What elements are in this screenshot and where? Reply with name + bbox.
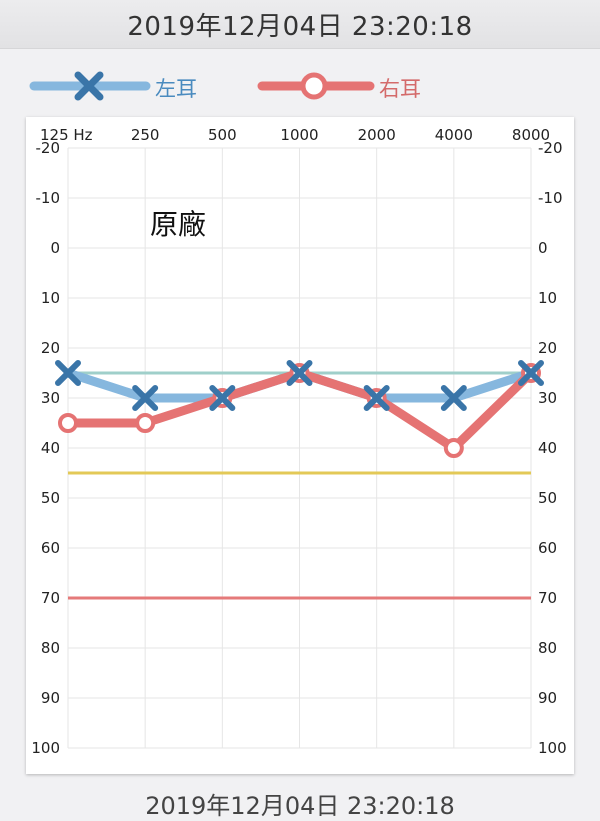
- y-tick-label-right: 60: [538, 539, 557, 557]
- y-tick-label-left: 40: [41, 439, 60, 457]
- y-tick-label-right: 100: [538, 739, 567, 757]
- data-point-right: [443, 438, 464, 458]
- x-tick-label: 125 Hz: [40, 126, 93, 144]
- y-tick-label-right: 0: [538, 239, 548, 257]
- footer-datetime: 2019年12月04日 23:20:18: [145, 792, 455, 820]
- datetime-text: 2019年12月04日 23:20:18: [127, 11, 473, 42]
- x-tick-label: 4000: [435, 126, 473, 144]
- data-point-left: [209, 385, 236, 411]
- y-tick-label-right: -10: [538, 189, 563, 207]
- y-tick-label-left: 50: [41, 489, 60, 507]
- y-tick-label-right: 80: [538, 639, 557, 657]
- data-point-left: [363, 385, 390, 411]
- y-tick-label-left: 30: [41, 389, 60, 407]
- data-point-left: [518, 360, 544, 386]
- y-tick-label-left: -20: [36, 139, 61, 157]
- y-tick-label-left: 80: [41, 639, 60, 657]
- data-point-left: [132, 385, 159, 411]
- y-tick-label-left: 60: [41, 539, 60, 557]
- x-tick-label: 8000: [512, 126, 550, 144]
- y-tick-label-right: -20: [538, 139, 563, 157]
- y-tick-label-left: 70: [41, 589, 60, 607]
- y-tick-label-left: 100: [31, 739, 60, 757]
- y-tick-label-right: 90: [538, 689, 557, 707]
- x-tick-label: 2000: [358, 126, 396, 144]
- y-tick-label-left: 90: [41, 689, 60, 707]
- x-tick-label: 250: [131, 126, 160, 144]
- audiogram-chart: 125 Hz 250 500 1000 2000 4000 8000 -20 -20 -10 -10…: [26, 117, 574, 774]
- y-tick-label-left: 0: [50, 239, 60, 257]
- legend-left-x-icon: [74, 71, 104, 101]
- data-point-left: [55, 360, 81, 386]
- data-point-left: [440, 385, 467, 411]
- legend: 左耳 右耳: [0, 62, 600, 110]
- y-tick-label-right: 10: [538, 289, 557, 307]
- x-tick-label: 1000: [280, 126, 318, 144]
- date-header: 2019年12月04日 23:20:18: [0, 0, 600, 49]
- data-point-right: [135, 413, 156, 433]
- audiogram-svg: 125 Hz 250 500 1000 2000 4000 8000-20 -20-10 -10…: [31, 126, 567, 757]
- legend-left-label: 左耳: [155, 77, 197, 101]
- y-tick-label-left: 20: [41, 339, 60, 357]
- data-point-left: [286, 360, 313, 386]
- legend-right-label: 右耳: [379, 77, 421, 101]
- annotation-text: 原廠: [150, 208, 206, 241]
- x-tick-label: 500: [208, 126, 237, 144]
- y-tick-label-right: 50: [538, 489, 557, 507]
- legend-right-circle-icon: [300, 72, 328, 100]
- y-tick-label-left: 10: [41, 289, 60, 307]
- y-tick-label-right: 40: [538, 439, 557, 457]
- legend-swatches: [29, 71, 375, 101]
- y-tick-label-right: 30: [538, 389, 557, 407]
- data-point-right: [58, 413, 78, 433]
- y-tick-label-left: -10: [36, 189, 61, 207]
- y-tick-label-right: 20: [538, 339, 557, 357]
- y-tick-label-right: 70: [538, 589, 557, 607]
